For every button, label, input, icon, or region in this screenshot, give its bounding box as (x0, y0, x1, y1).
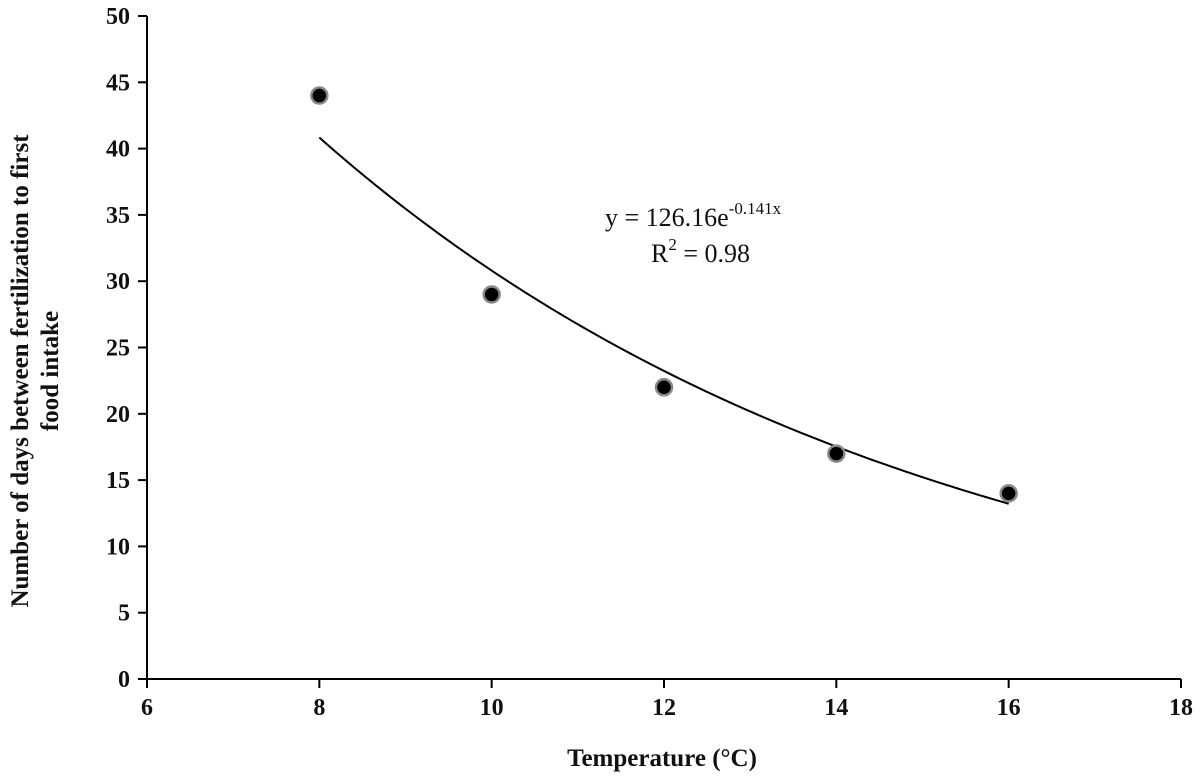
y-tick-label: 5 (118, 601, 130, 627)
svg-text:R2 = 0.98: R2 = 0.98 (651, 235, 750, 268)
equation-exponent: -0.141x (729, 199, 782, 218)
data-points (310, 86, 1018, 503)
y-tick-label: 50 (106, 4, 130, 30)
y-tick-label: 10 (106, 534, 130, 560)
r-squared-prefix: R (651, 239, 669, 268)
y-tick-label: 25 (106, 336, 130, 362)
data-point (654, 378, 674, 397)
data-point (827, 444, 846, 463)
y-tick-label: 0 (118, 667, 130, 693)
y-tick-label: 20 (106, 402, 130, 428)
y-tick-label: 15 (106, 468, 130, 494)
y-tick-label: 40 (106, 137, 130, 163)
y-tick-label: 30 (106, 269, 130, 295)
axes: 0 5 10 15 20 25 30 35 40 45 50 6 8 10 12 14 16 18 (106, 4, 1193, 721)
x-tick-label: 18 (1169, 695, 1193, 721)
y-axis-title-line2: food intake (37, 311, 64, 431)
x-axis-title: Temperature (°C) (567, 745, 757, 772)
y-tick-label: 35 (106, 203, 130, 229)
x-tick-label: 6 (141, 695, 153, 721)
equation-annotation: y = 126.16e-0.141x R2 = 0.98 (605, 199, 782, 268)
x-tick-label: 14 (824, 695, 848, 721)
trendline (318, 136, 1009, 505)
svg-text:y = 126.16e-0.141x: y = 126.16e-0.141x (605, 199, 782, 232)
x-tick-label: 8 (313, 695, 325, 721)
r-squared-sup: 2 (668, 235, 677, 254)
trendline-group (318, 136, 1009, 505)
equation-text: y = 126.16e (605, 203, 729, 232)
x-tick-label: 16 (997, 695, 1021, 721)
r-squared-value: = 0.98 (677, 239, 750, 268)
y-tick-label: 45 (106, 70, 130, 96)
data-point (310, 86, 329, 105)
y-axis-title-line1: Number of days between fertilization to … (7, 134, 34, 608)
data-point (999, 484, 1018, 503)
x-tick-label: 12 (652, 695, 676, 721)
data-point (482, 285, 501, 304)
y-axis-title: Number of days between fertilization to … (7, 134, 64, 608)
x-tick-label: 10 (480, 695, 504, 721)
